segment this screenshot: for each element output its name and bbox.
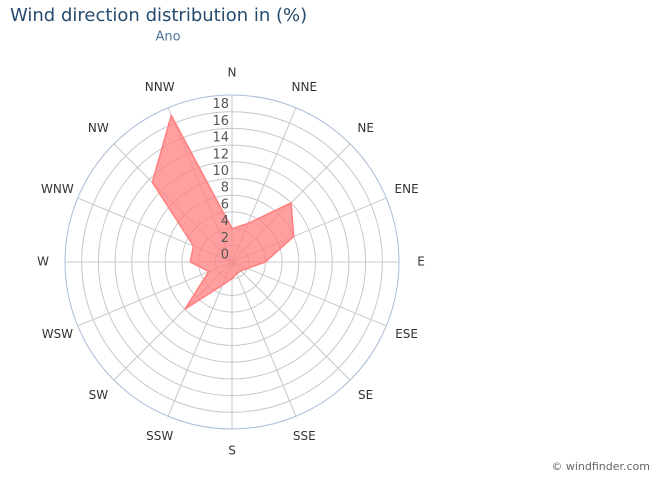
direction-label: N	[228, 66, 237, 80]
y-tick-label: 8	[221, 181, 229, 196]
direction-label: W	[37, 255, 49, 269]
direction-label: NW	[88, 121, 109, 135]
y-tick-label: 4	[221, 214, 229, 229]
direction-label: SE	[358, 388, 373, 402]
direction-label: SSW	[146, 429, 173, 443]
direction-label: WSW	[42, 327, 73, 341]
wind-area	[151, 113, 295, 310]
direction-label: ENE	[395, 182, 419, 196]
direction-label: ESE	[395, 327, 418, 341]
y-tick-label: 2	[221, 231, 229, 246]
spoke	[231, 261, 351, 381]
y-tick-label: 16	[212, 114, 229, 129]
direction-label: SW	[89, 388, 109, 402]
direction-label: NNW	[145, 80, 175, 94]
credit: © windfinder.com	[551, 460, 650, 473]
direction-label: SSE	[293, 429, 316, 443]
direction-label: S	[228, 444, 236, 458]
spoke	[231, 261, 387, 327]
direction-label: NNE	[292, 80, 318, 94]
y-tick-label: 6	[221, 197, 229, 212]
y-tick-label: 14	[212, 131, 229, 146]
chart-subtitle: Ano	[155, 30, 180, 45]
spoke	[167, 261, 233, 417]
spoke	[231, 261, 297, 417]
chart-title: Wind direction distribution in (%)	[10, 5, 307, 26]
y-tick-label: 12	[212, 147, 229, 162]
y-tick-label: 10	[212, 164, 229, 179]
spoke	[77, 261, 233, 327]
y-tick-label: 18	[212, 97, 229, 112]
direction-label: E	[417, 255, 425, 269]
direction-label: WNW	[41, 182, 74, 196]
direction-label: NE	[357, 121, 374, 135]
y-tick-label: 0	[221, 248, 229, 263]
